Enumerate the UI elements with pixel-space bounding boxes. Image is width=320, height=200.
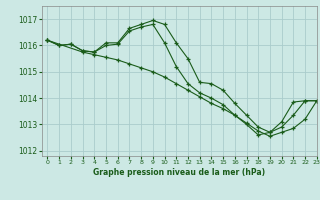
X-axis label: Graphe pression niveau de la mer (hPa): Graphe pression niveau de la mer (hPa)	[93, 168, 265, 177]
